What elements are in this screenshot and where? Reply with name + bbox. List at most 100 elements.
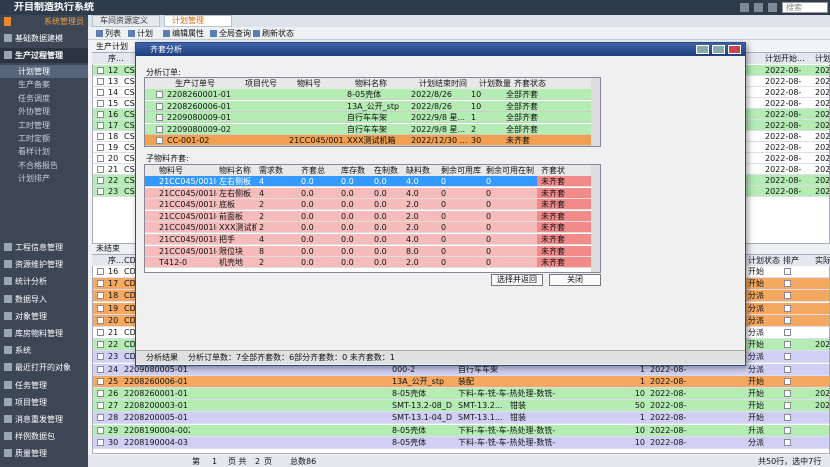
row-checkbox[interactable] [97,78,104,85]
row-checkbox[interactable] [97,268,104,275]
sidebar-module[interactable]: 库房物料管理 [15,329,63,338]
toolbar-icon[interactable] [210,30,217,37]
row-checkbox[interactable] [156,102,163,110]
sidebar-submodule[interactable]: 工时定额 [18,134,50,143]
sidebar-module[interactable]: 质量管理 [15,449,47,459]
schedule-checkbox[interactable] [784,426,791,434]
toolbar-icon[interactable] [253,30,260,37]
schedule-checkbox[interactable] [784,365,791,373]
top-icon[interactable] [740,3,749,12]
row-checkbox[interactable] [97,353,104,361]
row-checkbox[interactable] [97,89,104,96]
dialog-button-label[interactable]: 关闭 [567,275,583,284]
sidebar-module[interactable]: 工程信息管理 [15,243,63,252]
cell: CC-001-02 [167,136,210,145]
row-checkbox[interactable] [156,114,163,121]
schedule-checkbox[interactable] [784,280,791,288]
dialog-button-label[interactable]: 选择并返回 [497,275,537,284]
search-placeholder[interactable]: 搜索 [786,3,802,12]
schedule-checkbox[interactable] [784,353,791,361]
row-checkbox[interactable] [97,111,104,118]
row-checkbox[interactable] [97,329,104,336]
schedule-checkbox[interactable] [784,341,791,349]
row-checkbox[interactable] [97,341,104,349]
row-checkbox[interactable] [97,316,104,324]
row-checkbox[interactable] [97,166,104,173]
row-checkbox[interactable] [97,177,104,184]
sidebar-submodule[interactable]: 工时管理 [18,120,50,130]
toolbar-button[interactable]: 计划 [137,29,153,38]
schedule-checkbox[interactable] [784,268,791,275]
dialog-button[interactable] [491,274,543,286]
top-icon[interactable] [754,3,763,12]
row-checkbox[interactable] [97,426,104,434]
row-checkbox[interactable] [97,292,104,300]
toolbar-button[interactable]: 编辑属性 [172,29,204,38]
sidebar-module[interactable]: 基础数据建模 [15,34,63,43]
row-checkbox[interactable] [97,133,104,140]
row-checkbox[interactable] [97,304,104,312]
sidebar-module[interactable]: 生产过程管理 [15,51,63,60]
toolbar-icon[interactable] [163,30,170,37]
status-tab[interactable]: 分析结果 [146,353,178,362]
toolbar-button[interactable]: 刷新状态 [262,29,294,38]
row-checkbox[interactable] [97,188,104,195]
window-button[interactable] [728,45,741,54]
sidebar-module[interactable]: 对象管理 [15,311,47,321]
tab-label[interactable]: 车间资源定义 [100,16,148,25]
row-checkbox[interactable] [97,390,104,397]
sidebar-submodule[interactable]: 外协管理 [18,107,50,117]
window-button[interactable] [696,45,709,54]
window-button[interactable] [712,45,725,54]
sidebar-submodule[interactable]: 计划排产 [18,174,50,184]
row-checkbox[interactable] [97,402,104,410]
row-checkbox[interactable] [97,280,104,288]
dialog-button[interactable] [549,274,601,286]
sidebar-module[interactable]: 最近打开的对象 [15,363,71,373]
schedule-checkbox[interactable] [784,390,791,397]
row-checkbox[interactable] [156,137,163,144]
toolbar-button[interactable]: 列表 [105,29,121,38]
row-checkbox[interactable] [97,414,104,422]
toolbar-button[interactable]: 全局查询 [219,29,251,38]
sidebar-module[interactable]: 资源维护管理 [15,260,63,270]
tab[interactable] [92,15,160,27]
section-label: 分析订单: [146,68,181,77]
sidebar-submodule[interactable]: 任务调度 [18,93,50,103]
toolbar-icon[interactable] [128,30,135,37]
tab[interactable] [164,15,232,27]
row-checkbox[interactable] [97,67,104,74]
schedule-checkbox[interactable] [784,304,791,312]
row-checkbox[interactable] [97,144,104,151]
sidebar-module[interactable]: 样例数据包 [15,432,55,442]
row-checkbox[interactable] [156,125,163,133]
sidebar-submodule[interactable]: 计划管理 [18,67,50,76]
row-checkbox[interactable] [97,122,104,129]
sidebar-module[interactable]: 任务管理 [15,380,47,390]
schedule-checkbox[interactable] [784,438,791,446]
sidebar-module[interactable]: 系统 [15,346,31,356]
top-icon[interactable] [768,3,777,12]
sidebar-submodule[interactable]: 生产备案 [18,80,50,90]
filter-label[interactable]: 未结束 [96,244,120,253]
row-checkbox[interactable] [97,155,104,162]
schedule-checkbox[interactable] [784,316,791,324]
toolbar-icon[interactable] [96,30,103,37]
row-checkbox[interactable] [97,438,104,446]
sidebar-module[interactable]: 统计分析 [15,277,47,287]
schedule-checkbox[interactable] [784,329,791,336]
schedule-checkbox[interactable] [784,292,791,300]
schedule-checkbox[interactable] [784,377,791,385]
row-checkbox[interactable] [156,91,163,98]
sidebar-module[interactable]: 数据导入 [15,294,47,304]
sidebar-submodule[interactable]: 不合格报告 [18,160,58,170]
row-checkbox[interactable] [97,377,104,385]
schedule-checkbox[interactable] [784,402,791,410]
sidebar-module[interactable]: 项目管理 [15,397,47,407]
sidebar-module[interactable]: 消息重发管理 [15,415,63,424]
sidebar-submodule[interactable]: 看样计划 [18,147,50,157]
schedule-checkbox[interactable] [784,414,791,422]
row-checkbox[interactable] [97,365,104,373]
tab-label[interactable]: 计划管理 [172,16,204,25]
row-checkbox[interactable] [97,100,104,107]
